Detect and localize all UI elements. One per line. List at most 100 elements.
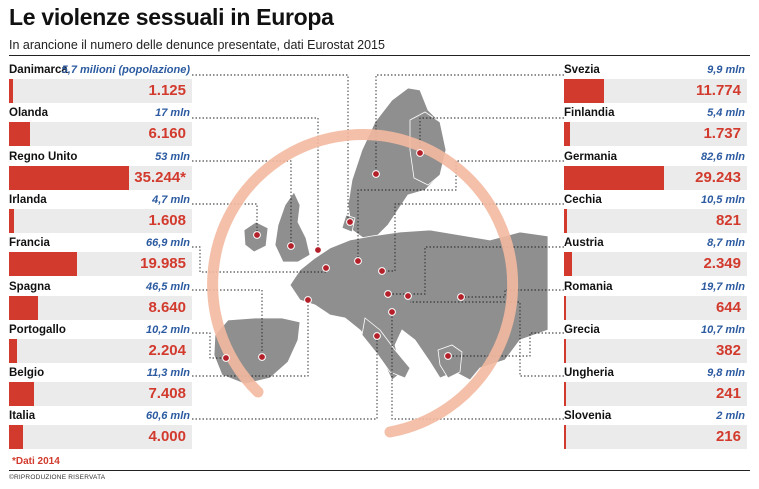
country-card-slovenia: Slovenia 2 mln 216 <box>564 409 747 451</box>
bar-track <box>564 425 747 450</box>
country-dot <box>322 264 330 272</box>
population-label: 9,8 mln <box>707 367 745 380</box>
country-name: Germania <box>564 150 618 163</box>
population-label: 5,4 mln <box>707 107 745 120</box>
population-label: 53 mln <box>155 150 190 163</box>
value-label: 821 <box>715 211 741 229</box>
country-card-germania: Germania 82,6 mln 29.243 <box>564 150 747 192</box>
connector-line <box>192 338 378 420</box>
country-dot <box>416 149 424 157</box>
population-label: 10,7 mln <box>700 323 745 336</box>
connector-line <box>192 332 224 359</box>
value-bar <box>9 122 30 147</box>
bar-track <box>9 79 192 103</box>
value-label: 644 <box>715 298 741 316</box>
footnote: *Dati 2014 <box>12 456 60 467</box>
bar-track <box>9 425 192 450</box>
connector-line <box>192 289 263 355</box>
value-bar <box>9 382 35 407</box>
country-card-portogallo: Portogallo 10,2 mln 2.204 <box>9 323 192 365</box>
country-card-romania: Romania 19,7 mln 644 <box>564 280 747 322</box>
population-label: 2 mln <box>716 410 745 423</box>
country-card-austria: Austria 8,7 mln 2.349 <box>564 236 747 278</box>
value-bar <box>564 382 566 407</box>
value-label: 11.774 <box>695 82 741 99</box>
value-label: 216 <box>715 428 741 446</box>
connector-line <box>192 117 319 248</box>
value-bar <box>9 295 39 320</box>
population-label: 5,7 milioni (popolazione) <box>61 64 190 76</box>
country-dot <box>304 296 312 304</box>
italy-boot-shape <box>361 317 411 379</box>
country-dot <box>287 242 295 250</box>
country-name: Austria <box>564 237 604 250</box>
country-card-danimarca: Danimarca 5,7 milioni (popolazione) 1.125 <box>9 63 192 105</box>
country-dot <box>388 308 396 316</box>
bar-track <box>564 208 747 233</box>
connector-line <box>192 160 292 244</box>
country-name: Svezia <box>564 64 600 76</box>
connector-line <box>384 203 564 272</box>
country-name: Slovenia <box>564 410 612 423</box>
value-label: 29.243 <box>695 168 741 186</box>
value-bar <box>564 122 570 147</box>
bar-track <box>564 338 747 363</box>
connector-line <box>192 302 309 377</box>
value-label: 2.204 <box>148 341 186 359</box>
population-label: 10,5 mln <box>700 193 745 206</box>
population-label: 4,7 mln <box>152 193 190 206</box>
value-label: 1.608 <box>148 211 186 229</box>
population-label: 82,6 mln <box>700 150 745 163</box>
value-label: 2.349 <box>703 255 741 273</box>
connector-line <box>463 289 564 298</box>
country-name: Irlanda <box>9 193 47 206</box>
connector-line <box>357 160 564 259</box>
value-bar <box>564 425 566 450</box>
value-label: 35.244* <box>134 168 186 186</box>
bar-track <box>9 382 192 407</box>
population-label: 66,9 mln <box>145 237 190 250</box>
value-bar <box>564 165 664 190</box>
connector-line <box>192 246 326 273</box>
country-dot <box>372 170 380 178</box>
country-dot <box>354 257 362 265</box>
value-bar <box>564 295 567 320</box>
value-label: 8.640 <box>148 298 186 316</box>
country-card-finlandia: Finlandia 5,4 mln 1.737 <box>564 106 747 148</box>
country-dot <box>373 332 381 340</box>
country-name: Portogallo <box>9 323 66 336</box>
value-label: 7.408 <box>148 385 186 403</box>
population-label: 11,3 mln <box>146 367 190 380</box>
chart-subtitle: In arancione il numero delle denunce pre… <box>9 38 385 52</box>
country-dot <box>404 292 412 300</box>
country-card-francia: Francia 66,9 mln 19.985 <box>9 236 192 278</box>
value-bar <box>564 79 605 103</box>
country-dot <box>314 246 322 254</box>
country-card-irlanda: Irlanda 4,7 mln 1.608 <box>9 193 192 235</box>
population-label: 10,2 mln <box>145 323 190 336</box>
country-name: Cechia <box>564 193 602 206</box>
country-dot <box>258 353 266 361</box>
value-label: 241 <box>715 385 741 403</box>
country-dot <box>457 293 465 301</box>
country-name: Ungheria <box>564 367 614 380</box>
country-name: Finlandia <box>564 107 615 120</box>
bar-track <box>564 382 747 407</box>
value-bar <box>9 79 13 103</box>
value-bar <box>9 208 15 233</box>
country-card-italia: Italia 60,6 mln 4.000 <box>9 409 192 451</box>
bar-track <box>9 122 192 147</box>
country-card-ungheria: Ungheria 9,8 mln 241 <box>564 366 747 408</box>
greece-shape <box>437 344 463 379</box>
country-name: Belgio <box>9 367 45 380</box>
bar-track <box>9 208 192 233</box>
population-label: 19,7 mln <box>700 280 745 293</box>
population-label: 8,7 mln <box>707 237 745 250</box>
connector-line <box>450 332 564 357</box>
uk-shape <box>274 191 311 263</box>
value-label: 6.160 <box>148 125 186 143</box>
value-bar <box>9 338 17 363</box>
country-dot <box>222 354 230 362</box>
value-label: 382 <box>715 341 741 359</box>
bar-track <box>9 295 192 320</box>
